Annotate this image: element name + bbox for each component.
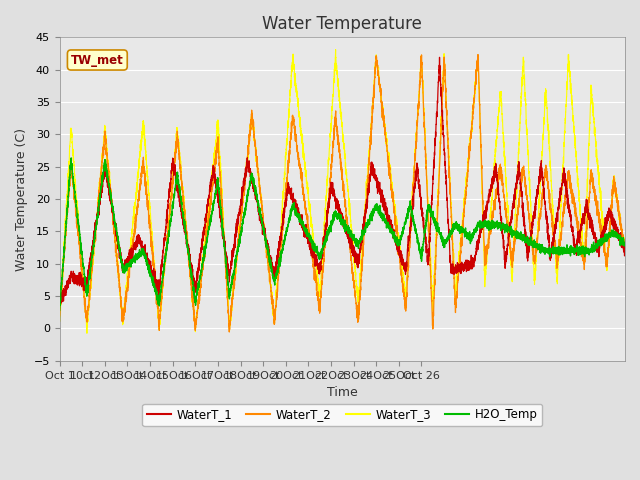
WaterT_1: [159, 253, 166, 259]
WaterT_3: [424, 196, 431, 202]
H2O_Temp: [621, 242, 629, 248]
WaterT_3: [56, 313, 63, 319]
H2O_Temp: [56, 308, 63, 313]
X-axis label: Time: Time: [327, 386, 358, 399]
Legend: WaterT_1, WaterT_2, WaterT_3, H2O_Temp: WaterT_1, WaterT_2, WaterT_3, H2O_Temp: [142, 404, 542, 426]
WaterT_3: [272, 300, 280, 306]
Line: WaterT_2: WaterT_2: [60, 55, 625, 332]
WaterT_3: [159, 288, 166, 294]
Text: TW_met: TW_met: [71, 53, 124, 67]
H2O_Temp: [521, 238, 529, 244]
H2O_Temp: [159, 275, 166, 280]
WaterT_2: [521, 174, 529, 180]
WaterT_2: [225, 329, 233, 335]
WaterT_1: [395, 244, 403, 250]
Line: WaterT_3: WaterT_3: [60, 49, 625, 333]
Y-axis label: Water Temperature (C): Water Temperature (C): [15, 128, 28, 271]
WaterT_3: [395, 233, 403, 239]
H2O_Temp: [395, 239, 403, 245]
WaterT_2: [159, 287, 166, 292]
Line: H2O_Temp: H2O_Temp: [60, 158, 625, 311]
H2O_Temp: [67, 155, 75, 161]
H2O_Temp: [477, 224, 485, 229]
WaterT_1: [521, 223, 529, 229]
WaterT_2: [56, 312, 63, 318]
WaterT_2: [474, 52, 482, 58]
WaterT_3: [83, 330, 91, 336]
WaterT_2: [621, 252, 629, 258]
Title: Water Temperature: Water Temperature: [262, 15, 422, 33]
WaterT_2: [272, 303, 280, 309]
WaterT_3: [332, 47, 339, 52]
WaterT_1: [56, 300, 63, 306]
WaterT_1: [272, 262, 280, 267]
H2O_Temp: [424, 206, 431, 212]
WaterT_3: [521, 85, 529, 91]
WaterT_1: [621, 250, 629, 255]
WaterT_2: [395, 245, 403, 251]
WaterT_2: [478, 163, 486, 168]
H2O_Temp: [272, 274, 280, 280]
WaterT_1: [436, 54, 444, 60]
WaterT_2: [424, 197, 431, 203]
WaterT_3: [621, 251, 629, 256]
WaterT_1: [56, 300, 63, 306]
WaterT_1: [478, 227, 486, 233]
WaterT_3: [478, 177, 486, 182]
WaterT_1: [424, 253, 431, 259]
Line: WaterT_1: WaterT_1: [60, 57, 625, 303]
